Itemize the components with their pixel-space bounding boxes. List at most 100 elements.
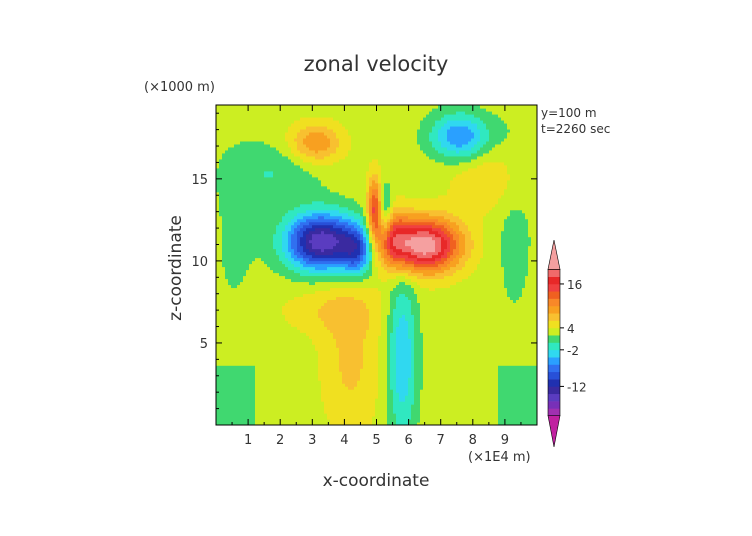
contour-cell [312,263,316,268]
contour-cell [276,107,280,112]
contour-cell [219,131,223,136]
contour-cell [276,278,280,283]
contour-cell [297,284,301,289]
contour-cell [276,413,280,417]
contour-cell [240,119,244,124]
contour-cell [225,158,229,163]
contour-cell [270,236,274,241]
contour-cell [249,362,253,366]
contour-cell [222,386,226,390]
contour-cell [249,110,253,115]
contour-cell [285,113,289,118]
contour-cell [333,398,337,402]
contour-cell [216,125,220,130]
contour-cell [240,221,244,226]
contour-cell [345,368,349,372]
contour-cell [354,404,358,408]
contour-cell [300,422,304,425]
contour-cell [246,266,250,271]
contour-cell [237,233,241,238]
contour-cell [345,308,349,312]
contour-cell [309,416,313,420]
contour-cell [294,254,298,259]
contour-cell [285,185,289,190]
contour-cell [264,251,268,256]
contour-cell [219,146,223,151]
contour-cell [294,293,298,297]
contour-cell [216,122,220,127]
contour-cell [234,320,238,324]
contour-cell [318,374,322,378]
contour-cell [255,206,259,211]
contour-cell [270,395,274,399]
contour-cell [345,254,349,259]
contour-cell [318,221,322,226]
contour-cell [315,206,319,211]
contour-cell [219,422,223,425]
contour-cell [330,302,334,306]
contour-cell [279,197,283,202]
contour-cell [240,368,244,372]
contour-cell [237,185,241,190]
contour-cell [282,290,286,295]
contour-cell [303,134,307,139]
contour-cell [354,422,358,425]
contour-cell [318,335,322,339]
contour-cell [348,383,352,387]
contour-cell [288,245,292,250]
contour-cell [219,371,223,375]
contour-cell [270,335,274,339]
contour-cell [306,389,310,393]
y-unit-label: (×1000 m) [144,80,215,95]
contour-cell [252,344,256,348]
contour-cell [222,110,226,115]
contour-cell [273,143,277,148]
contour-cell [354,263,358,268]
contour-cell [309,296,313,300]
contour-cell [240,320,244,324]
contour-cell [228,152,232,157]
contour-cell [333,380,337,384]
contour-cell [249,344,253,348]
contour-cell [354,329,358,333]
contour-cell [294,329,298,333]
contour-cell [324,230,328,235]
contour-cell [339,275,343,280]
contour-cell [234,224,238,229]
contour-cell [216,290,220,295]
contour-cell [228,365,232,369]
contour-cell [336,152,340,157]
contour-cell [252,350,256,354]
contour-cell [216,212,220,217]
contour-cell [288,374,292,378]
contour-cell [279,296,283,300]
contour-cell [279,149,283,154]
contour-cell [255,419,259,423]
contour-cell [336,335,340,339]
contour-cell [234,125,238,130]
contour-cell [315,320,319,324]
contour-cell [306,125,310,130]
contour-cell [222,368,226,372]
contour-cell [342,185,346,190]
contour-cell [288,158,292,163]
contour-cell [315,398,319,402]
contour-cell [252,335,256,339]
contour-cell [228,215,232,220]
contour-cell [216,263,220,268]
contour-cell [267,182,271,187]
contour-cell [327,350,331,354]
contour-cell [258,410,262,414]
contour-cell [327,416,331,420]
contour-cell [297,245,301,250]
contour-cell [219,188,223,193]
contour-cell [228,167,232,172]
contour-cell [219,224,223,229]
contour-cell [255,242,259,247]
contour-cell [321,332,325,336]
contour-cell [306,251,310,256]
contour-cell [309,179,313,184]
contour-cell [303,362,307,366]
contour-cell [240,191,244,196]
contour-cell [249,323,253,327]
